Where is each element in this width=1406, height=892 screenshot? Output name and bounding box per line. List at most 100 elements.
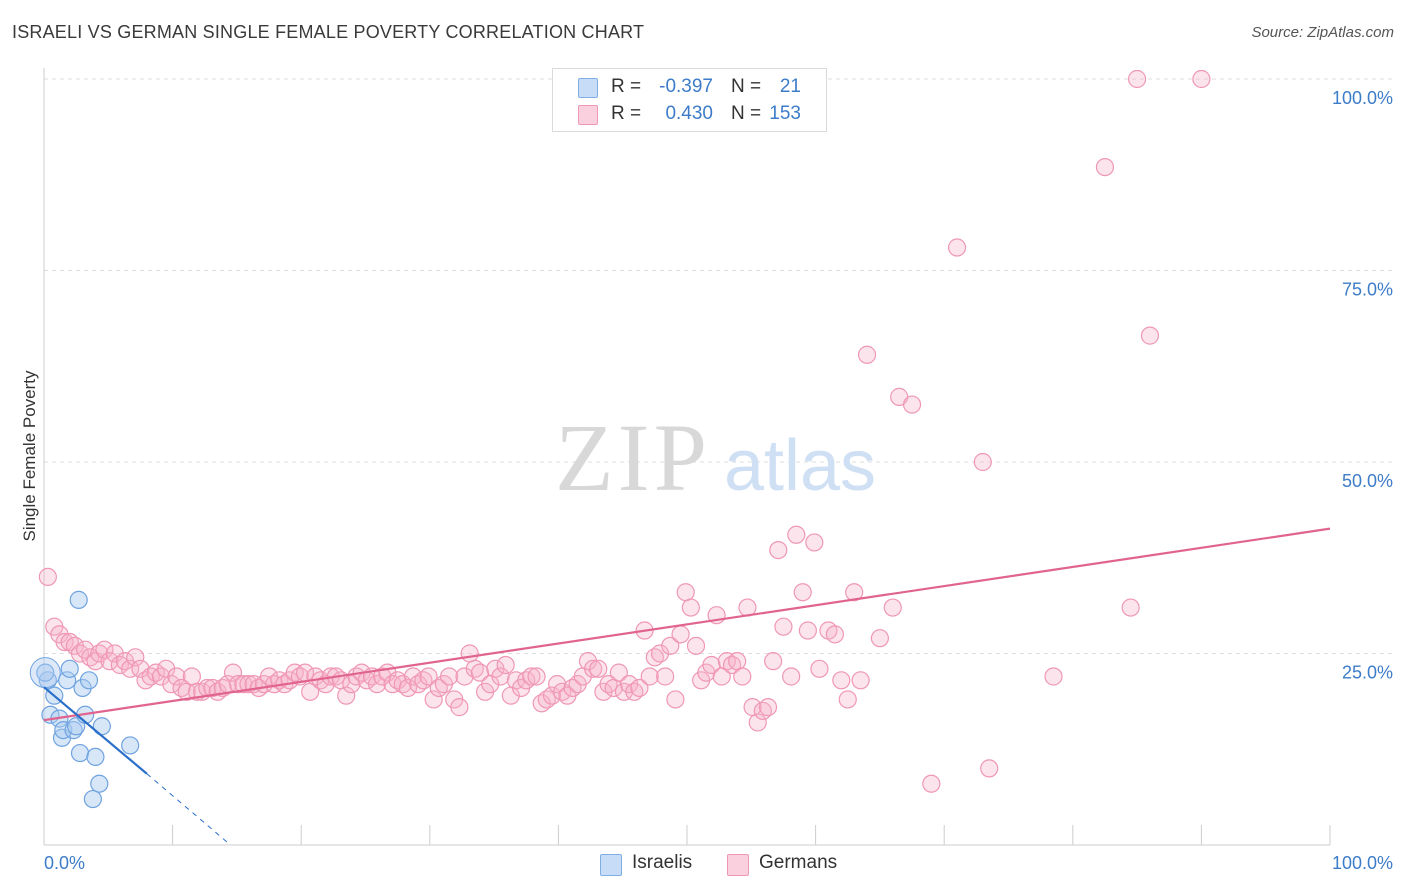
german-point xyxy=(857,345,877,364)
german-point xyxy=(424,690,443,709)
watermark-atlas: atlas xyxy=(724,426,876,506)
german-point xyxy=(870,629,890,648)
israeli-point xyxy=(69,590,88,609)
german-point xyxy=(182,667,201,686)
grid-lines xyxy=(44,78,1395,654)
german-point xyxy=(496,655,515,675)
germans-series xyxy=(38,69,1211,793)
german-point xyxy=(398,678,418,698)
german-point xyxy=(980,759,999,778)
x-tick-label: 0.0% xyxy=(44,853,85,873)
israeli-point-large xyxy=(29,657,61,689)
german-point xyxy=(748,713,767,732)
german-point xyxy=(733,667,752,686)
israeli-point xyxy=(90,774,109,793)
german-point xyxy=(793,583,812,602)
german-point xyxy=(922,774,941,793)
german-point xyxy=(229,675,248,694)
israeli-point xyxy=(79,671,99,690)
german-point xyxy=(223,663,243,682)
german-point xyxy=(234,675,253,694)
german-point xyxy=(764,652,783,671)
german-point xyxy=(1192,69,1211,89)
legend-n-label: N = xyxy=(731,76,762,97)
german-point xyxy=(671,625,690,644)
german-point xyxy=(1127,69,1147,89)
german-point xyxy=(470,663,490,682)
german-point xyxy=(589,659,608,678)
israelis-series xyxy=(29,590,140,809)
german-point xyxy=(656,667,675,686)
german-point xyxy=(728,652,747,671)
legend-r-label: R = xyxy=(611,76,642,97)
bottom-legend-label-germans: Germans xyxy=(759,852,838,873)
german-point xyxy=(1044,667,1063,686)
german-point xyxy=(838,690,857,709)
german-point xyxy=(95,640,114,659)
german-point xyxy=(973,452,992,472)
german-point xyxy=(650,644,670,663)
bottom-legend-swatch-israelis xyxy=(600,854,622,876)
legend-r-label: R = xyxy=(611,103,642,124)
israeli-point xyxy=(70,743,90,763)
german-point xyxy=(527,667,546,686)
german-point xyxy=(676,583,695,602)
legend-n-value: 153 xyxy=(769,103,801,124)
german-point xyxy=(787,525,806,544)
israeli-point xyxy=(36,663,55,682)
german-point xyxy=(640,667,659,686)
german-point xyxy=(902,395,922,414)
germans-trend-line xyxy=(43,527,1331,722)
german-point xyxy=(491,667,510,686)
german-point xyxy=(126,648,145,667)
german-point xyxy=(450,698,469,717)
legend-row-germans: R = 0.430 N = 153 xyxy=(553,101,826,127)
israeli-point xyxy=(83,789,102,809)
german-point xyxy=(686,636,706,655)
german-point xyxy=(832,671,851,690)
bottom-legend-label-israelis: Israelis xyxy=(632,852,693,873)
german-point xyxy=(584,659,603,678)
german-point xyxy=(337,686,356,705)
german-point xyxy=(55,632,74,652)
legend-n-value: 21 xyxy=(779,76,801,97)
german-point xyxy=(38,567,57,587)
tick-labels: 25.0% 50.0% 75.0% 100.0% 0.0% 100.0% xyxy=(44,88,1393,873)
german-point xyxy=(630,678,649,698)
y-tick-label: 50.0% xyxy=(1342,471,1393,491)
german-point xyxy=(851,671,870,690)
y-tick-label: 75.0% xyxy=(1342,280,1393,300)
correlation-legend: R = -0.397 N = 21 R = 0.430 N = 153 xyxy=(552,68,827,132)
watermark: ZIP atlas xyxy=(555,404,876,511)
german-point xyxy=(105,644,124,663)
german-point xyxy=(825,625,844,644)
german-point xyxy=(845,583,864,602)
y-axis-label: Single Female Poverty xyxy=(20,370,39,542)
legend-swatch-israelis xyxy=(578,78,598,98)
german-point xyxy=(774,617,793,636)
german-point xyxy=(542,686,562,705)
legend-r-value: 0.430 xyxy=(665,103,713,124)
german-point xyxy=(666,690,685,709)
german-point xyxy=(681,598,700,617)
german-point xyxy=(798,621,817,640)
german-point xyxy=(609,663,628,682)
german-point xyxy=(1121,598,1140,617)
trend-lines xyxy=(43,527,1331,846)
legend-r-value: -0.397 xyxy=(659,76,713,97)
israeli-point xyxy=(60,659,79,678)
german-point xyxy=(769,540,788,560)
german-point xyxy=(460,644,479,663)
bottom-legend-swatch-germans xyxy=(727,854,749,876)
chart-title: ISRAELI VS GERMAN SINGLE FEMALE POVERTY … xyxy=(12,22,645,42)
legend-swatch-germans xyxy=(578,105,598,125)
y-tick-label: 25.0% xyxy=(1342,663,1393,683)
german-point xyxy=(805,533,824,552)
german-point xyxy=(131,659,150,678)
israeli-point xyxy=(86,747,105,767)
axes xyxy=(43,68,1331,846)
german-point xyxy=(121,659,140,678)
legend-n-label: N = xyxy=(731,103,762,124)
israeli-point xyxy=(121,736,140,755)
